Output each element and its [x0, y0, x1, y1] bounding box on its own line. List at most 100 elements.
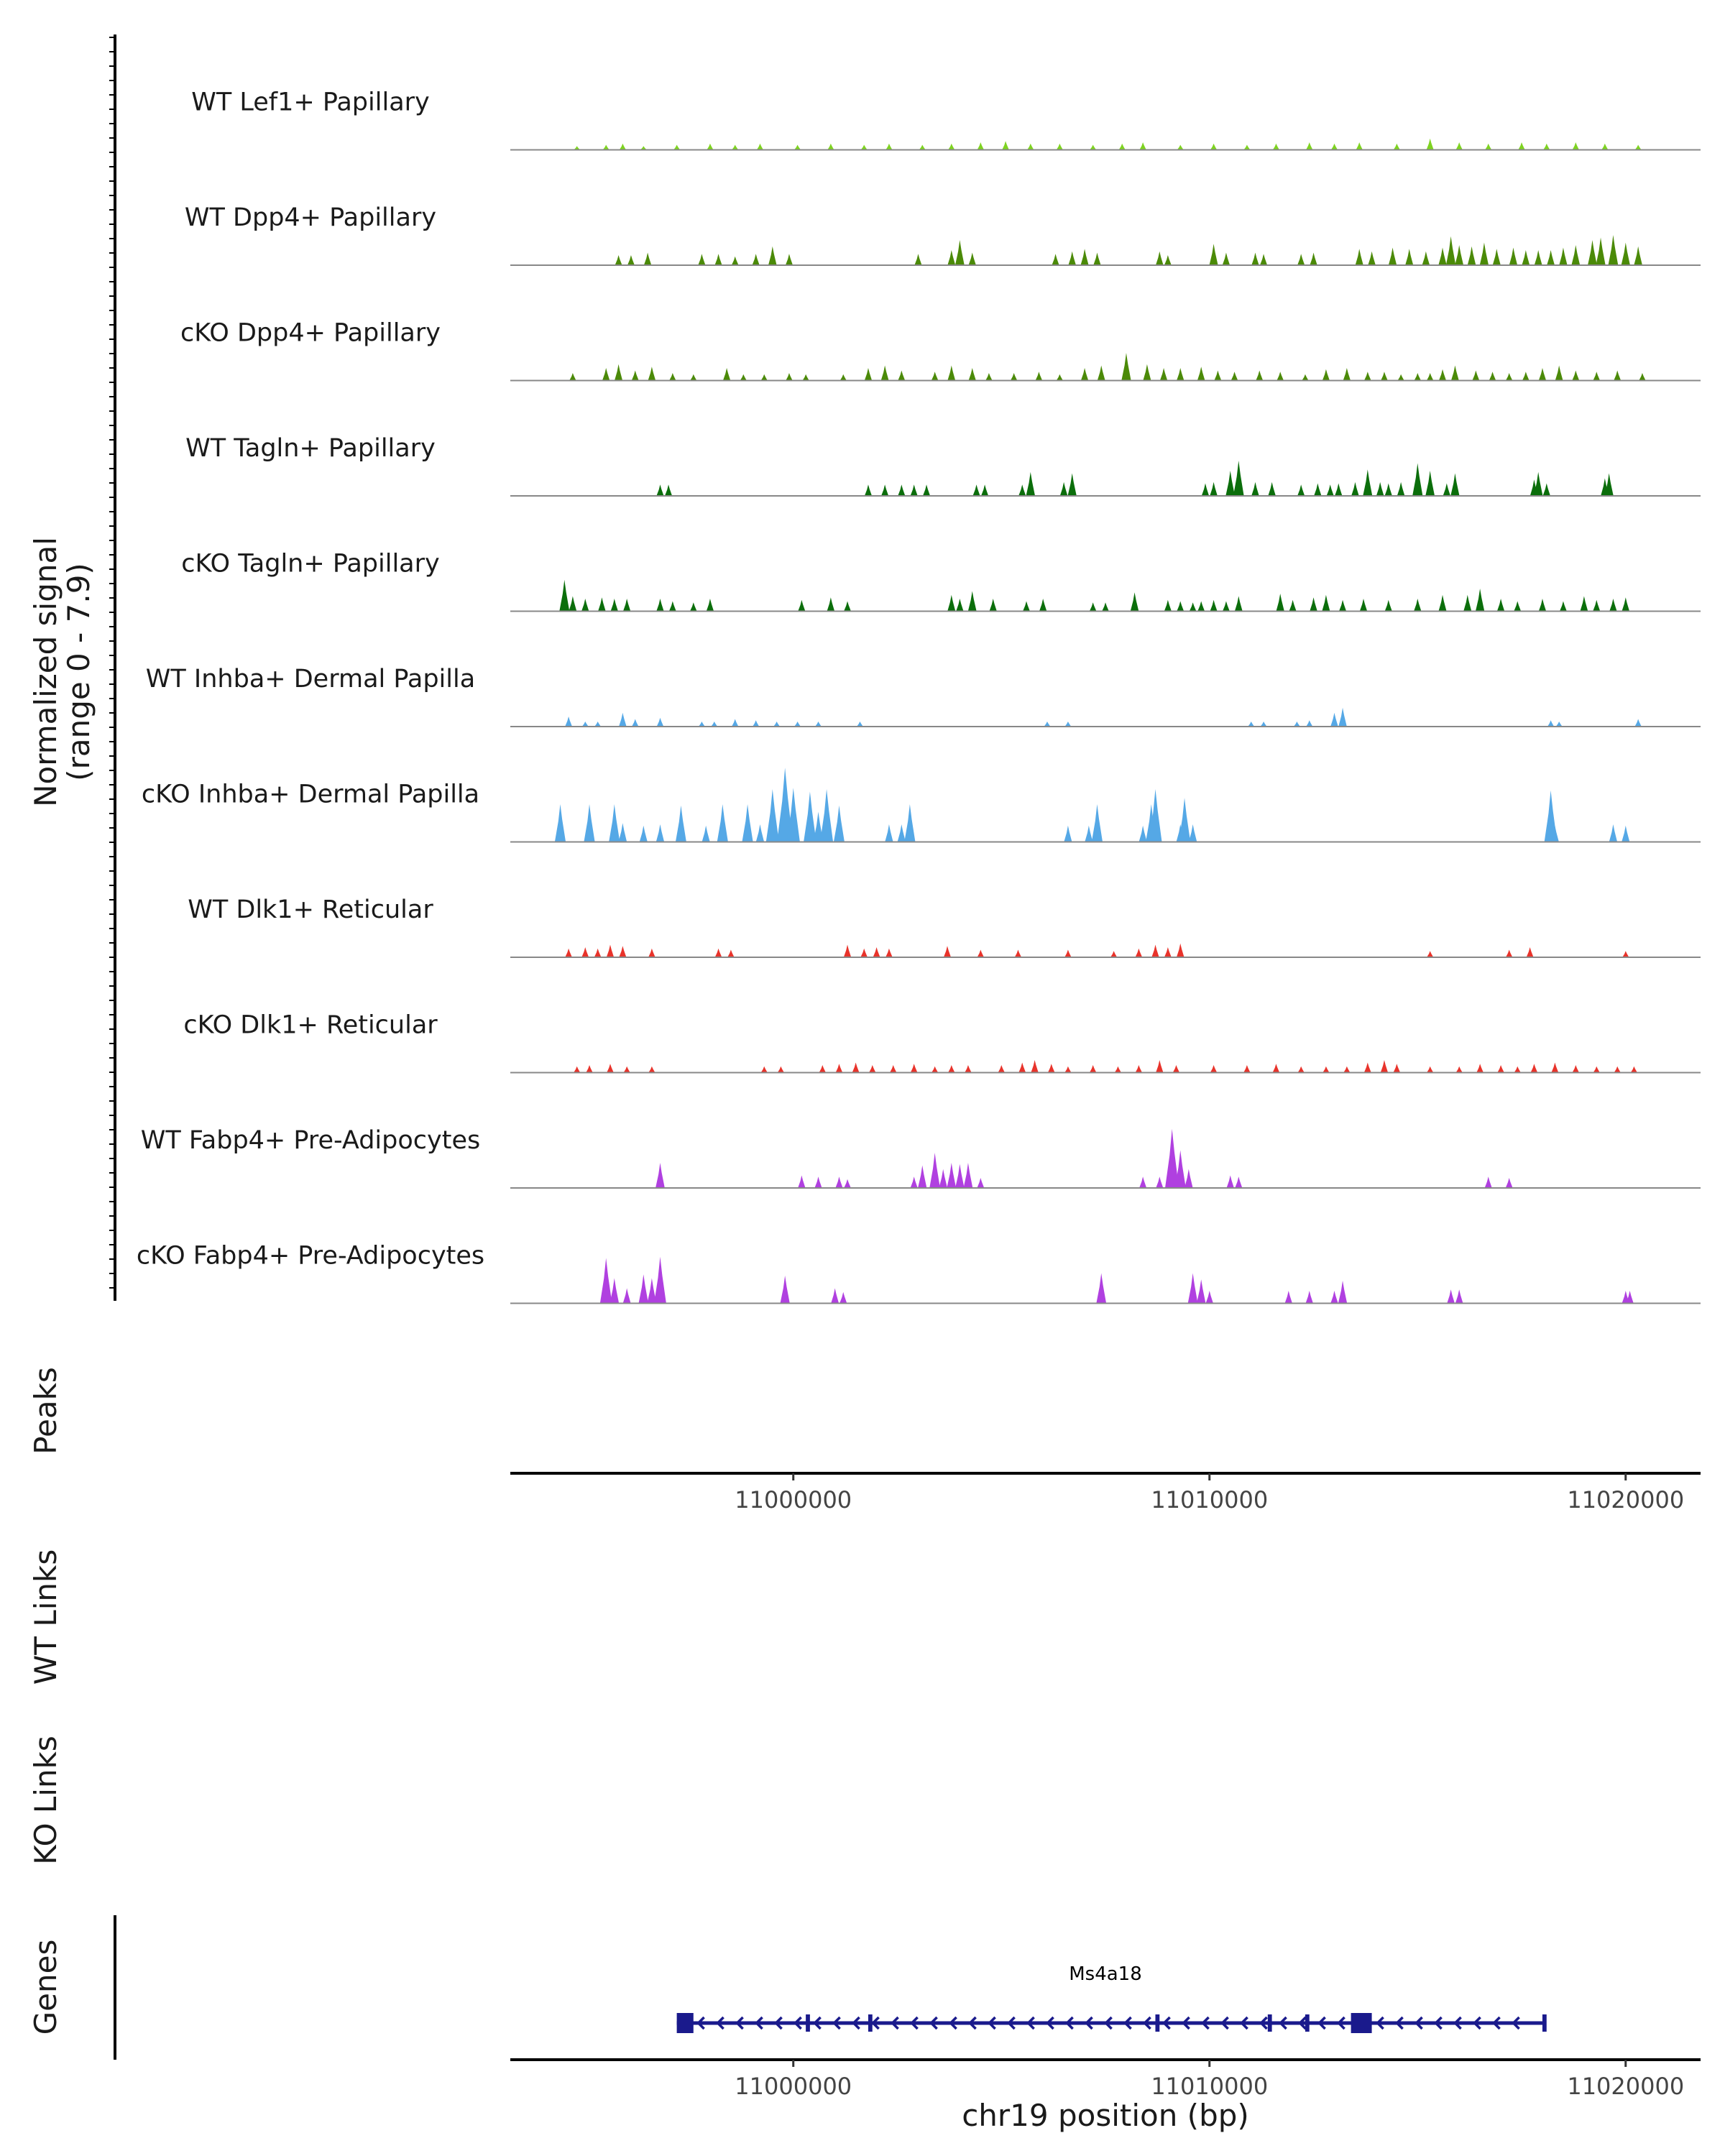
- coverage-peak: [1068, 251, 1076, 265]
- coverage-peak: [1489, 372, 1496, 381]
- coverage-peak: [1322, 369, 1330, 381]
- coverage-peak: [1425, 471, 1435, 496]
- coverage-peak: [640, 146, 647, 150]
- coverage-peak: [756, 143, 764, 150]
- coverage-peak: [598, 597, 606, 612]
- coverage-peak: [1114, 1066, 1121, 1073]
- coverage-peak: [610, 599, 618, 612]
- coverage-peak: [1463, 594, 1472, 612]
- coverage-peak: [675, 805, 686, 842]
- coverage-peak: [1505, 1178, 1513, 1188]
- coverage-peak: [1174, 1150, 1186, 1188]
- coverage-peak: [614, 364, 623, 381]
- genes-x-tick-label: 11020000: [1567, 2073, 1684, 2100]
- coverage-peak: [768, 246, 777, 265]
- strand-arrow: [1182, 2016, 1190, 2030]
- coverage-peak: [584, 804, 595, 842]
- coverage-peak: [1505, 949, 1513, 957]
- track-3: WT Tagln+ Papillary: [185, 434, 1701, 497]
- coverage-peak: [1165, 1128, 1179, 1188]
- gene-track: [676, 2013, 1547, 2033]
- coverage-peak: [785, 254, 794, 265]
- coverage-peak: [794, 722, 801, 727]
- coverage-peak: [1090, 144, 1097, 150]
- coverage-peak: [1139, 142, 1146, 150]
- coverage-peak: [1210, 482, 1218, 496]
- coverage-peak: [1089, 1065, 1097, 1073]
- coverage-peak: [1151, 944, 1159, 957]
- coverage-peak: [581, 722, 589, 727]
- coverage-peak: [1533, 471, 1543, 496]
- coverage-peak: [1593, 1066, 1600, 1073]
- coverage-peak: [1310, 597, 1317, 612]
- strand-arrow: [871, 2016, 880, 2030]
- track-4: cKO Tagln+ Papillary: [181, 550, 1701, 612]
- coverage-peak: [1293, 722, 1300, 727]
- coverage-peak: [656, 717, 664, 727]
- coverage-peak: [602, 144, 610, 150]
- coverage-peak: [1526, 947, 1534, 957]
- coverage-peak: [1522, 372, 1530, 381]
- coverage-peak: [1559, 601, 1567, 612]
- strand-arrow: [696, 2016, 705, 2030]
- coverage-peak: [1335, 483, 1343, 496]
- coverage-peak: [619, 946, 627, 957]
- gene-exon: [1542, 2014, 1547, 2032]
- coverage-peak: [1056, 143, 1063, 150]
- coverage-peak: [732, 144, 739, 150]
- coverage-peak: [814, 722, 822, 727]
- coverage-peak: [1091, 804, 1103, 842]
- strand-arrow: [949, 2016, 957, 2030]
- track-9: WT Fabp4+ Pre-Adipocytes: [141, 1126, 1701, 1189]
- coverage-peak: [1027, 143, 1034, 150]
- coverage-peak: [1322, 1066, 1330, 1073]
- coverage-peak: [1272, 1064, 1280, 1073]
- track-8: cKO Dlk1+ Reticular: [183, 1011, 1701, 1074]
- track-2: cKO Dpp4+ Papillary: [180, 319, 1701, 382]
- coverage-peak: [656, 599, 664, 612]
- coverage-peak: [1251, 482, 1259, 496]
- coverage-peak: [1475, 589, 1485, 612]
- coverage-peak: [1093, 252, 1101, 265]
- strand-arrow: [1065, 2016, 1074, 2030]
- coverage-peak: [819, 1065, 826, 1073]
- coverage-peak: [998, 1065, 1005, 1073]
- peaks-x-axis: 11000000 11010000 11020000: [510, 1472, 1701, 1514]
- coverage-peak: [948, 143, 955, 150]
- coverage-peak: [1159, 368, 1168, 381]
- coverage-peak: [1064, 1066, 1072, 1073]
- strand-arrow: [1026, 2016, 1035, 2030]
- coverage-peak: [1234, 596, 1243, 612]
- coverage-peak: [1018, 484, 1026, 496]
- coverage-peak: [898, 370, 906, 381]
- coverage-peak: [755, 824, 765, 842]
- coverage-peak: [618, 823, 627, 842]
- strand-arrow: [1279, 2016, 1287, 2030]
- coverage-peak: [631, 719, 639, 727]
- coverage-peak: [586, 1065, 593, 1073]
- coverage-peak: [689, 602, 697, 612]
- coverage-peak: [948, 1065, 955, 1073]
- gene-coding-block: [676, 2013, 694, 2033]
- coverage-peak: [1538, 368, 1547, 381]
- coverage-peak: [1067, 473, 1077, 496]
- coverage-peak: [1178, 798, 1191, 842]
- coverage-peak: [1608, 235, 1619, 265]
- coverage-peak: [643, 252, 652, 265]
- coverage-peak: [1626, 1291, 1634, 1304]
- coverage-peak: [1414, 373, 1421, 381]
- coverage-tracks: WT Lef1+ Papillary WT Dpp4+ Papillary cKO …: [137, 88, 1701, 1304]
- coverage-peak: [1102, 602, 1109, 612]
- coverage-peak: [607, 1064, 614, 1073]
- coverage-peak: [844, 1179, 851, 1188]
- track-label: cKO Inhba+ Dermal Papilla: [142, 780, 479, 809]
- coverage-peak: [1260, 722, 1267, 727]
- coverage-peak: [856, 722, 863, 727]
- coverage-peak: [599, 1258, 612, 1304]
- coverage-peak: [956, 599, 964, 612]
- coverage-peak: [1097, 365, 1105, 381]
- coverage-peak: [985, 373, 993, 381]
- coverage-peak: [880, 365, 889, 381]
- coverage-peak: [777, 1066, 784, 1073]
- peaks-x-tick-label: 11010000: [1151, 1486, 1268, 1514]
